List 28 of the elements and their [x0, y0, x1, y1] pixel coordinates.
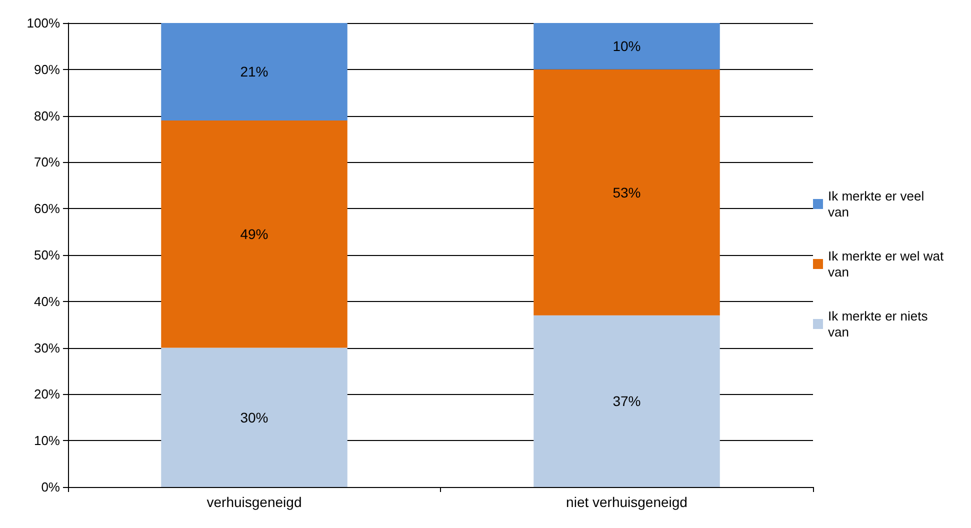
bar: [534, 69, 720, 316]
bar: [161, 23, 348, 120]
data-label: 49%: [240, 226, 268, 242]
y-tick-label: 90%: [34, 62, 60, 77]
bar: [161, 120, 348, 348]
x-tick-label: niet verhuisgeneigd: [566, 494, 688, 510]
bar: [534, 23, 720, 70]
y-tick-label: 30%: [34, 340, 60, 356]
y-tick-label: 0%: [41, 480, 60, 494]
data-label: 10%: [612, 38, 641, 54]
legend-label: Ik merkte er veel van: [828, 188, 928, 220]
y-tick-label: 80%: [34, 108, 60, 124]
legend-label: Ik merkte er wel wat van: [828, 248, 948, 280]
bar: [534, 315, 720, 487]
x-tick-label: verhuisgeneigd: [206, 494, 302, 510]
y-tick-label: 10%: [34, 433, 60, 448]
y-tick-label: 60%: [34, 201, 60, 216]
y-tick-label: 70%: [34, 154, 60, 170]
y-tick-label: 50%: [34, 248, 60, 262]
y-tick-label: 100%: [26, 16, 60, 30]
legend-label: Ik merkte er niets van: [828, 308, 932, 340]
y-tick-label: 40%: [34, 294, 60, 309]
y-tick-label: 20%: [34, 386, 60, 402]
bar: [161, 348, 348, 487]
data-label: 53%: [612, 184, 641, 200]
data-label: 37%: [612, 393, 641, 410]
data-label: 21%: [240, 64, 268, 80]
data-label: 30%: [240, 409, 268, 426]
